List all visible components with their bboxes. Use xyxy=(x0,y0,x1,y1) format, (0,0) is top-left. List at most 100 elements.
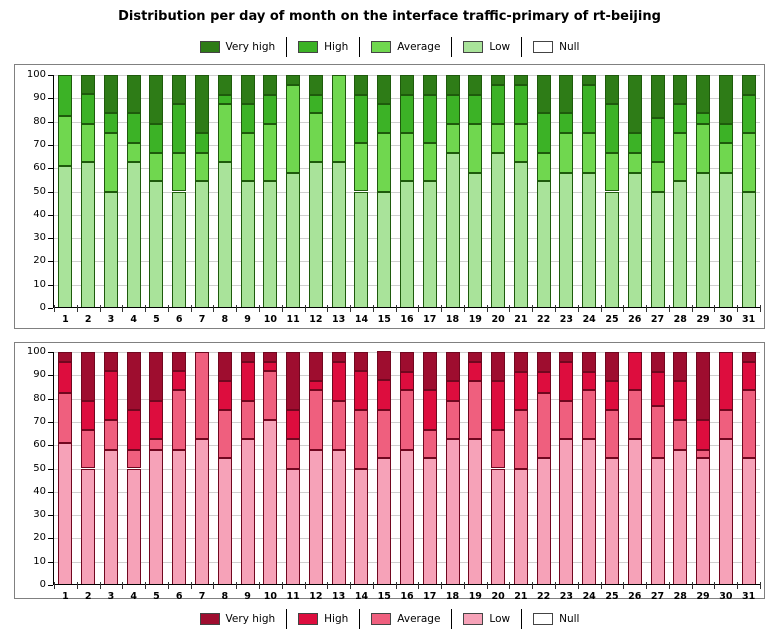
x-tick xyxy=(167,582,169,589)
segment-very-high xyxy=(468,352,483,363)
segment-very-high xyxy=(445,352,460,382)
bar-day-17 xyxy=(422,352,437,585)
segment-low xyxy=(468,172,483,308)
bar-day-31 xyxy=(741,75,756,308)
segment-very-high xyxy=(604,352,619,382)
x-tick xyxy=(623,305,625,312)
segment-low xyxy=(263,419,278,585)
y-tick xyxy=(48,238,53,240)
x-tick-label-day-28: 28 xyxy=(673,314,687,325)
x-tick xyxy=(213,582,215,589)
segment-low xyxy=(81,162,96,308)
segment-low xyxy=(377,458,392,585)
x-tick-label-day-25: 25 xyxy=(605,314,619,325)
x-tick-label-day-24: 24 xyxy=(582,591,596,602)
segment-high xyxy=(217,381,232,411)
y-tick xyxy=(48,168,53,170)
segment-low xyxy=(741,191,756,308)
segment-high xyxy=(696,113,711,124)
y-tick xyxy=(48,398,53,400)
x-tick xyxy=(760,305,761,312)
bar-day-25 xyxy=(604,75,619,308)
bar-day-20 xyxy=(491,75,506,308)
segment-low xyxy=(445,153,460,308)
segment-low xyxy=(491,153,506,308)
x-tick-label-day-20: 20 xyxy=(491,591,505,602)
x-tick-label-day-8: 8 xyxy=(221,314,229,325)
segment-low xyxy=(308,162,323,308)
segment-high xyxy=(354,94,369,143)
segment-high xyxy=(468,94,483,124)
segment-very-high xyxy=(126,352,141,411)
y-tick xyxy=(48,538,53,540)
segment-low xyxy=(331,449,346,585)
legend-divider xyxy=(359,37,361,57)
segment-high xyxy=(172,104,187,154)
segment-very-high xyxy=(513,75,528,86)
segment-very-high xyxy=(696,352,711,420)
x-tick-label-day-6: 6 xyxy=(175,314,183,325)
bar-day-16 xyxy=(400,352,414,585)
segment-average xyxy=(354,142,369,192)
legend-label: Null xyxy=(559,41,580,53)
bar-day-30 xyxy=(718,352,733,585)
segment-very-high xyxy=(377,350,392,380)
legend-divider xyxy=(286,609,288,629)
y-tick-label: 90 xyxy=(33,369,46,381)
bar-day-9 xyxy=(240,352,255,585)
segment-high xyxy=(58,362,73,393)
segment-high xyxy=(491,85,506,124)
x-tick-label-day-22: 22 xyxy=(537,591,551,602)
x-tick xyxy=(714,305,716,312)
segment-high xyxy=(331,362,346,401)
segment-average xyxy=(718,142,733,173)
segment-very-high xyxy=(650,75,665,119)
segment-high xyxy=(673,381,688,420)
x-tick xyxy=(441,305,443,312)
segment-low xyxy=(195,181,210,308)
bar-day-4 xyxy=(126,75,141,308)
x-tick xyxy=(350,305,352,312)
segment-very-high xyxy=(354,75,369,95)
segment-very-high xyxy=(172,75,187,105)
bar-day-7 xyxy=(195,352,210,585)
segment-high xyxy=(149,123,164,154)
segment-very-high xyxy=(103,352,118,371)
y-tick xyxy=(48,75,53,76)
segment-average xyxy=(513,123,528,163)
y-tick-label: 100 xyxy=(26,346,46,357)
x-tick-label-day-31: 31 xyxy=(741,591,756,602)
x-tick xyxy=(691,305,693,312)
x-tick-label-day-27: 27 xyxy=(650,314,665,325)
bar-day-18 xyxy=(445,352,460,585)
x-tick xyxy=(145,582,147,589)
x-tick xyxy=(213,305,215,312)
segment-low xyxy=(696,458,711,585)
segment-average xyxy=(58,392,73,443)
bar-day-24 xyxy=(582,352,597,585)
segment-average xyxy=(263,123,278,181)
segment-high xyxy=(308,94,323,114)
x-tick xyxy=(54,305,55,312)
segment-very-high xyxy=(400,352,414,372)
x-tick xyxy=(577,582,579,589)
bar-day-15 xyxy=(377,75,392,308)
x-tick-label-day-2: 2 xyxy=(84,591,92,602)
segment-average xyxy=(627,153,642,173)
segment-low xyxy=(604,458,619,585)
segment-low xyxy=(400,449,414,585)
bar-day-19 xyxy=(468,75,483,308)
segment-very-high xyxy=(172,352,187,371)
segment-high xyxy=(468,362,483,382)
x-tick-label-day-5: 5 xyxy=(153,314,160,325)
segment-average xyxy=(217,104,232,163)
legend-swatch-average xyxy=(371,41,392,53)
x-tick xyxy=(509,582,511,589)
x-tick-label-day-12: 12 xyxy=(309,314,323,325)
bar-day-8 xyxy=(217,75,232,308)
x-tick-label-day-3: 3 xyxy=(107,314,115,325)
segment-high xyxy=(149,400,164,440)
x-tick xyxy=(372,305,374,312)
bar-day-26 xyxy=(627,352,642,585)
